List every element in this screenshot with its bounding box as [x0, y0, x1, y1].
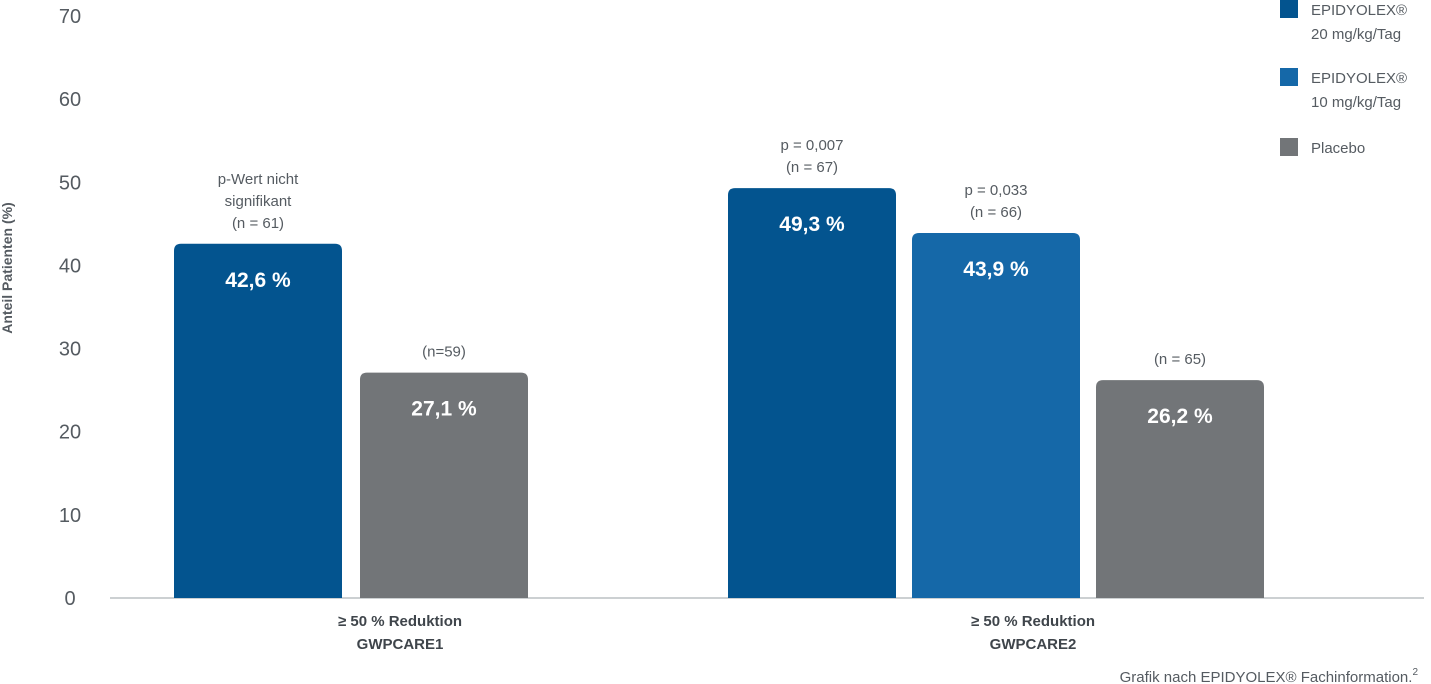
bar-annotation: p-Wert nicht [218, 171, 299, 188]
legend-swatch [1280, 68, 1298, 86]
legend-swatch [1280, 0, 1298, 18]
bar-annotation: (n = 66) [970, 204, 1022, 221]
bar-annotation: (n=59) [422, 344, 466, 361]
bar-value-label: 27,1 % [411, 398, 477, 421]
bar-annotation: (n = 65) [1154, 351, 1206, 368]
bar-annotation: p = 0,007 [781, 137, 844, 154]
bar-2-3 [1096, 380, 1264, 598]
y-tick-label: 20 [59, 422, 81, 444]
source-note-text: Grafik nach EPIDYOLEX® Fachinformation. [1120, 669, 1413, 684]
category-label-line2: GWPCARE1 [357, 636, 444, 653]
y-tick-label: 50 [59, 172, 81, 194]
bar-annotation: (n = 61) [232, 215, 284, 232]
legend-label: EPIDYOLEX® [1311, 70, 1407, 87]
category-label-line1: ≥ 50 % Reduktion [338, 613, 462, 630]
bar-annotation: p = 0,033 [965, 182, 1028, 199]
y-tick-label: 60 [59, 89, 81, 111]
bar-value-label: 43,9 % [963, 258, 1029, 281]
legend: EPIDYOLEX® 20 mg/kg/Tag EPIDYOLEX® 10 mg/kg… [1280, 0, 1407, 157]
y-axis: 0 10 20 30 40 50 60 70 [59, 6, 81, 610]
y-tick-label: 70 [59, 6, 81, 28]
y-axis-label: Anteil Patienten (%) [0, 202, 15, 333]
legend-sublabel: 10 mg/kg/Tag [1311, 94, 1401, 111]
y-tick-label: 30 [59, 339, 81, 361]
legend-label: Placebo [1311, 140, 1365, 157]
category-labels: ≥ 50 % Reduktion GWPCARE1 ≥ 50 % Reduktion… [338, 613, 1095, 653]
category-label-line1: ≥ 50 % Reduktion [971, 613, 1095, 630]
bar-annotation: signifikant [225, 193, 293, 210]
y-tick-label: 0 [64, 588, 75, 610]
bar-1-1 [174, 243, 342, 598]
bar-2-1 [728, 188, 896, 598]
source-note: Grafik nach EPIDYOLEX® Fachinformation.2 [1120, 667, 1419, 684]
legend-label: EPIDYOLEX® [1311, 2, 1407, 19]
y-tick-label: 40 [59, 255, 81, 277]
bar-value-label: 42,6 % [225, 269, 291, 292]
y-tick-label: 10 [59, 505, 81, 527]
bar-annotation: (n = 67) [786, 159, 838, 176]
bar-2-2 [912, 233, 1080, 598]
category-label-line2: GWPCARE2 [990, 636, 1077, 653]
legend-sublabel: 20 mg/kg/Tag [1311, 26, 1401, 43]
bars: 42,6 % p-Wert nicht signifikant (n = 61) 27,… [174, 137, 1264, 598]
bar-value-label: 26,2 % [1147, 405, 1213, 428]
source-note-superscript: 2 [1412, 667, 1418, 678]
legend-swatch [1280, 138, 1298, 156]
bar-1-2 [360, 372, 528, 598]
bar-value-label: 49,3 % [779, 213, 845, 236]
